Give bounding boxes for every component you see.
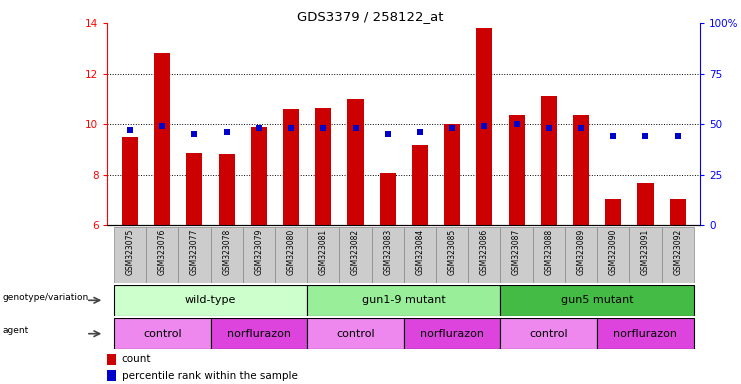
Bar <box>210 227 243 283</box>
Bar <box>114 318 210 349</box>
Point <box>317 125 329 131</box>
Point <box>382 131 393 137</box>
Text: GSM323079: GSM323079 <box>254 228 263 275</box>
Text: GSM323092: GSM323092 <box>673 228 682 275</box>
Text: norflurazon: norflurazon <box>227 329 291 339</box>
Text: GSM323077: GSM323077 <box>190 228 199 275</box>
Bar <box>468 227 500 283</box>
Bar <box>533 227 565 283</box>
Bar <box>500 318 597 349</box>
Bar <box>179 227 210 283</box>
Bar <box>629 227 662 283</box>
Bar <box>476 28 493 225</box>
Point <box>446 125 458 131</box>
Text: GSM323082: GSM323082 <box>351 228 360 275</box>
Bar <box>605 199 621 225</box>
Text: count: count <box>122 354 151 364</box>
Bar <box>500 227 533 283</box>
Text: GSM323091: GSM323091 <box>641 228 650 275</box>
Bar <box>597 227 629 283</box>
Text: wild-type: wild-type <box>185 295 236 305</box>
Bar <box>219 154 235 225</box>
Bar <box>275 227 308 283</box>
Text: control: control <box>143 329 182 339</box>
Bar <box>107 370 116 381</box>
Bar <box>541 96 557 225</box>
Text: GSM323089: GSM323089 <box>576 228 585 275</box>
Bar <box>114 227 146 283</box>
Bar <box>404 227 436 283</box>
Bar <box>508 115 525 225</box>
Text: genotype/variation: genotype/variation <box>2 293 88 302</box>
Text: GSM323084: GSM323084 <box>416 228 425 275</box>
Bar <box>670 199 685 225</box>
Text: GSM323090: GSM323090 <box>609 228 618 275</box>
Point <box>350 125 362 131</box>
Text: GSM323085: GSM323085 <box>448 228 456 275</box>
Bar <box>243 227 275 283</box>
Bar <box>308 227 339 283</box>
Text: gun1-9 mutant: gun1-9 mutant <box>362 295 446 305</box>
Text: control: control <box>530 329 568 339</box>
Bar <box>283 109 299 225</box>
Bar <box>662 227 694 283</box>
Point <box>221 129 233 135</box>
Bar <box>565 227 597 283</box>
Text: norflurazon: norflurazon <box>614 329 677 339</box>
Bar <box>308 318 404 349</box>
Bar <box>379 173 396 225</box>
Point <box>575 125 587 131</box>
Point <box>672 133 684 139</box>
Bar <box>404 318 500 349</box>
Point <box>639 133 651 139</box>
Text: GSM323081: GSM323081 <box>319 228 328 275</box>
Bar <box>339 227 372 283</box>
Bar <box>436 227 468 283</box>
Point <box>156 123 168 129</box>
Text: agent: agent <box>2 326 28 335</box>
Bar <box>315 108 331 225</box>
Point <box>511 121 522 127</box>
Bar <box>372 227 404 283</box>
Bar <box>250 127 267 225</box>
Point <box>414 129 426 135</box>
Point <box>285 125 297 131</box>
Point <box>479 123 491 129</box>
Text: GSM323083: GSM323083 <box>383 228 392 275</box>
Text: GDS3379 / 258122_at: GDS3379 / 258122_at <box>297 10 444 23</box>
Text: norflurazon: norflurazon <box>420 329 484 339</box>
Bar <box>154 53 170 225</box>
Text: GSM323076: GSM323076 <box>158 228 167 275</box>
Point <box>253 125 265 131</box>
Text: GSM323088: GSM323088 <box>545 228 554 275</box>
Bar <box>573 115 589 225</box>
Bar <box>122 137 138 225</box>
Bar <box>637 184 654 225</box>
Text: GSM323086: GSM323086 <box>480 228 489 275</box>
Bar <box>210 318 308 349</box>
Bar <box>597 318 694 349</box>
Text: GSM323080: GSM323080 <box>287 228 296 275</box>
Text: GSM323075: GSM323075 <box>125 228 135 275</box>
Bar <box>500 285 694 316</box>
Bar <box>412 146 428 225</box>
Bar <box>146 227 179 283</box>
Point <box>608 133 619 139</box>
Text: gun5 mutant: gun5 mutant <box>561 295 634 305</box>
Bar <box>107 354 116 365</box>
Text: percentile rank within the sample: percentile rank within the sample <box>122 371 298 381</box>
Text: control: control <box>336 329 375 339</box>
Text: GSM323087: GSM323087 <box>512 228 521 275</box>
Bar <box>444 124 460 225</box>
Bar <box>348 99 364 225</box>
Bar <box>114 285 308 316</box>
Point <box>188 131 200 137</box>
Point <box>124 127 136 133</box>
Bar <box>187 153 202 225</box>
Bar <box>308 285 500 316</box>
Point <box>543 125 555 131</box>
Text: GSM323078: GSM323078 <box>222 228 231 275</box>
